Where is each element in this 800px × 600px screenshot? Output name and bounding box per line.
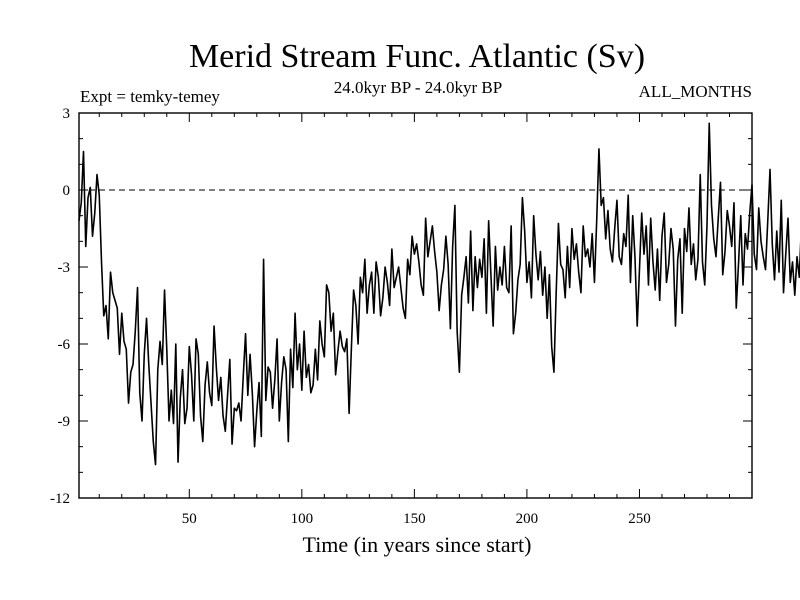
y-tick-label: 0	[63, 183, 71, 199]
y-tick-label: -3	[58, 260, 71, 276]
plot-frame	[78, 112, 753, 499]
series-line-merid-stream-func	[78, 122, 800, 466]
y-tick-label: 3	[63, 106, 71, 122]
chart-subtitle: 24.0kyr BP - 24.0kyr BP	[334, 78, 502, 97]
y-tick-label: -6	[58, 337, 71, 353]
months-label: ALL_MONTHS	[639, 82, 752, 101]
x-tick-label: 250	[628, 511, 651, 527]
x-tick-label: 50	[182, 511, 197, 527]
experiment-label: Expt = temky-temey	[80, 87, 220, 106]
y-tick-label: -12	[50, 491, 70, 507]
chart-title: Merid Stream Func. Atlantic (Sv)	[189, 38, 645, 75]
x-tick-label: 100	[291, 511, 314, 527]
plot-area: 50 100 150 200 250 3 0 -3 -6 -9 -12	[50, 106, 800, 527]
x-tick-label: 200	[516, 511, 539, 527]
y-tick-label: -9	[58, 414, 71, 430]
x-tick-label: 150	[403, 511, 426, 527]
x-axis-label: Time (in years since start)	[303, 532, 532, 557]
